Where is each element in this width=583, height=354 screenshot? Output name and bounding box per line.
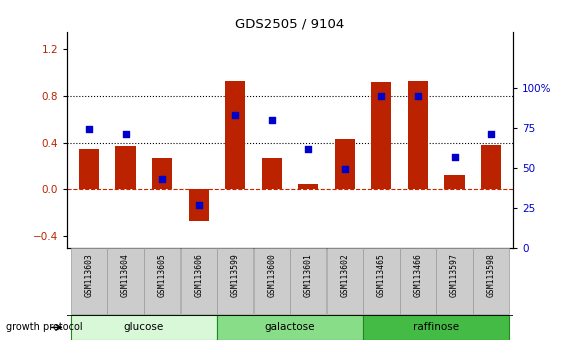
Bar: [481, 145, 501, 189]
Text: GSM113602: GSM113602: [340, 253, 349, 297]
FancyBboxPatch shape: [217, 315, 363, 340]
FancyBboxPatch shape: [363, 315, 509, 340]
FancyBboxPatch shape: [400, 249, 436, 314]
FancyBboxPatch shape: [107, 249, 143, 314]
FancyBboxPatch shape: [290, 249, 326, 314]
Point: [157, 176, 167, 182]
Text: GSM113597: GSM113597: [450, 253, 459, 297]
Bar: [444, 176, 465, 189]
Text: raffinose: raffinose: [413, 322, 459, 332]
Text: glucose: glucose: [124, 322, 164, 332]
Point: [121, 131, 130, 137]
Point: [194, 202, 203, 207]
Point: [377, 93, 386, 99]
FancyBboxPatch shape: [181, 249, 217, 314]
Point: [413, 93, 423, 99]
FancyBboxPatch shape: [473, 249, 509, 314]
FancyBboxPatch shape: [71, 315, 217, 340]
Text: growth protocol: growth protocol: [6, 322, 82, 332]
Point: [304, 146, 313, 152]
FancyBboxPatch shape: [437, 249, 473, 314]
Point: [230, 112, 240, 118]
FancyBboxPatch shape: [363, 249, 399, 314]
Text: GSM113605: GSM113605: [157, 253, 167, 297]
Bar: [298, 184, 318, 189]
Point: [85, 127, 94, 132]
Text: GSM113466: GSM113466: [413, 253, 423, 297]
Point: [450, 154, 459, 159]
Bar: [408, 81, 428, 189]
Point: [267, 117, 276, 123]
Title: GDS2505 / 9104: GDS2505 / 9104: [236, 18, 345, 31]
Bar: [115, 146, 136, 189]
Text: GSM113599: GSM113599: [231, 253, 240, 297]
Text: galactose: galactose: [265, 322, 315, 332]
Point: [340, 167, 350, 172]
Bar: [335, 139, 355, 189]
Bar: [188, 189, 209, 221]
Text: GSM113598: GSM113598: [487, 253, 496, 297]
Bar: [152, 158, 172, 189]
Point: [486, 131, 496, 137]
Text: GSM113603: GSM113603: [85, 253, 93, 297]
FancyBboxPatch shape: [254, 249, 290, 314]
Text: GSM113601: GSM113601: [304, 253, 313, 297]
Bar: [371, 82, 392, 189]
FancyBboxPatch shape: [217, 249, 253, 314]
Text: GSM113606: GSM113606: [194, 253, 203, 297]
Text: GSM113604: GSM113604: [121, 253, 130, 297]
Bar: [225, 81, 245, 189]
Text: GSM113465: GSM113465: [377, 253, 386, 297]
FancyBboxPatch shape: [71, 249, 107, 314]
FancyBboxPatch shape: [327, 249, 363, 314]
Bar: [262, 158, 282, 189]
Bar: [79, 149, 99, 189]
Text: GSM113600: GSM113600: [267, 253, 276, 297]
FancyBboxPatch shape: [144, 249, 180, 314]
